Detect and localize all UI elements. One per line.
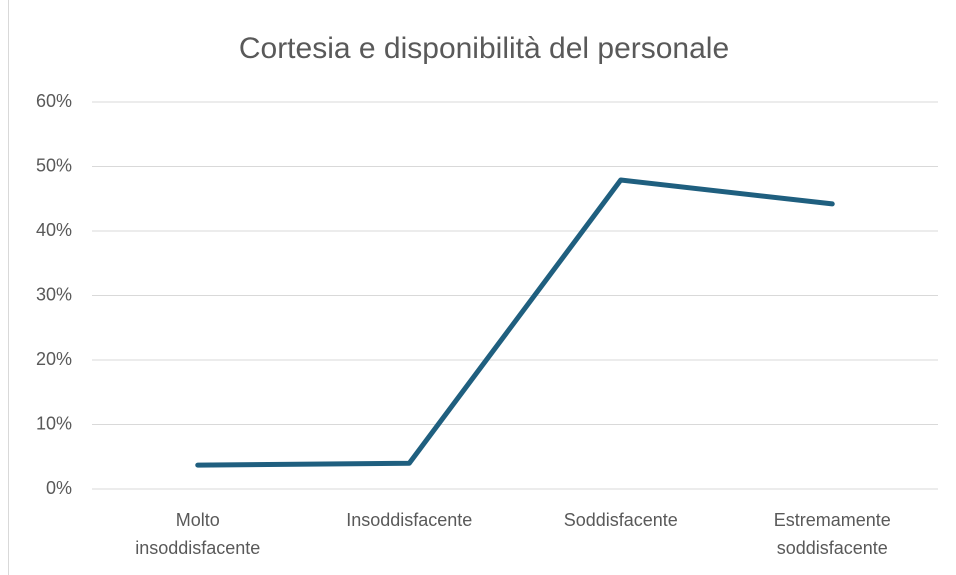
y-tick-label: 40% — [36, 220, 72, 240]
line-series — [195, 177, 835, 468]
chart-border — [8, 0, 956, 575]
y-tick-label: 50% — [36, 155, 72, 175]
chart-title: Cortesia e disponibilità del personale — [239, 32, 729, 65]
x-tick-label: Soddisfacente — [564, 510, 678, 530]
x-tick-label: Estremamente soddisfacente — [774, 510, 891, 558]
y-tick-label: 20% — [36, 349, 72, 369]
y-tick-label: 30% — [36, 284, 72, 304]
y-tick-label: 0% — [46, 478, 72, 498]
x-tick-label: Insoddisfacente — [346, 510, 472, 530]
x-tick-label: Molto insoddisfacente — [135, 510, 260, 558]
y-tick-label: 10% — [36, 413, 72, 433]
y-tick-label: 60% — [36, 91, 72, 111]
